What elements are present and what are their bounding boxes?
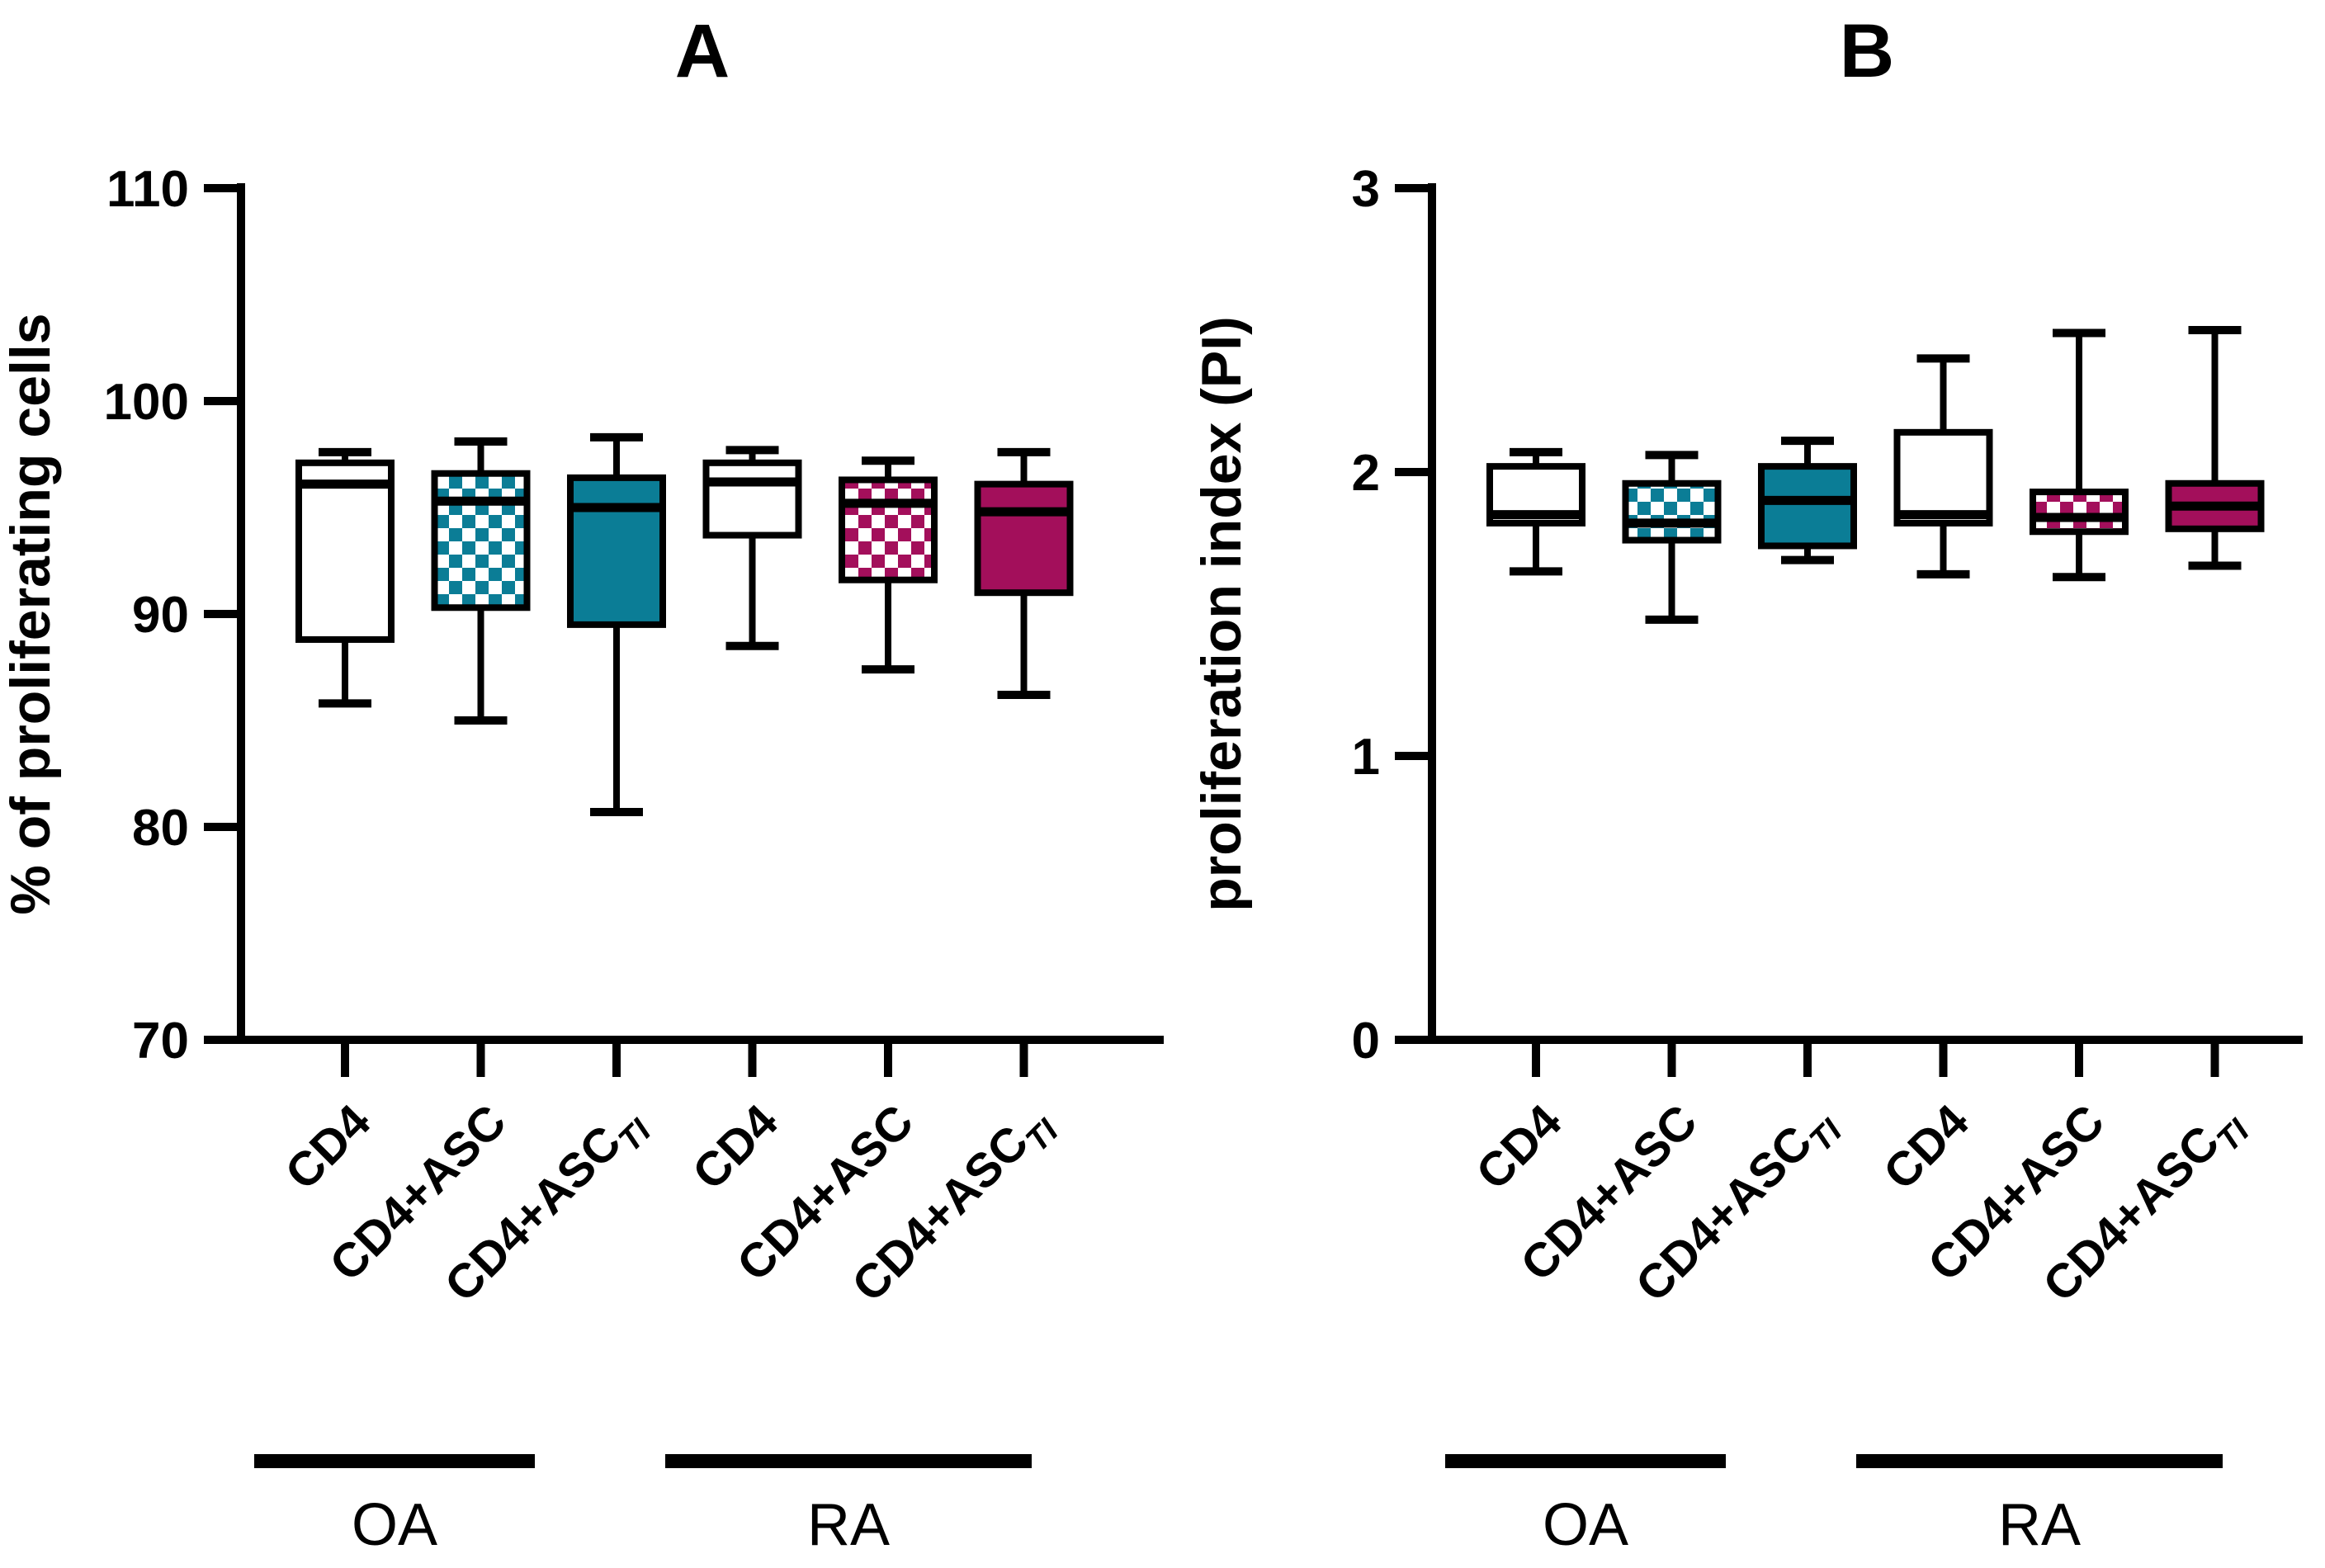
panel-A: 70 80 90 100 110 % of proliferating cells CD4 C… [0,161,1164,1558]
box [1758,463,1857,550]
y-tick-label: 3 [1352,161,1380,218]
group-label-oa: OA [1543,1492,1628,1558]
box-plot [974,447,1074,700]
category-label: CD4 [1466,1094,1571,1200]
panel-b-title: B [1839,9,1895,93]
category-label: CD4 [1874,1094,1979,1200]
group-label-oa: OA [352,1492,437,1558]
box-plot [567,432,666,816]
panel-a-title: A [674,9,730,93]
group-label-ra: RA [807,1492,890,1558]
group-bar-oa [254,1454,535,1468]
y-tick-label: 100 [104,374,189,431]
box [974,480,1074,597]
y-tick-label: 80 [132,800,189,857]
box [295,459,395,643]
y-tick-label: 110 [106,161,189,218]
group-bar-oa [1445,1454,1726,1468]
category-label-subscript: TI [2210,1112,2257,1159]
group-label-ra: RA [1998,1492,2081,1558]
box-plot [1758,437,1857,564]
box [839,476,938,583]
category-label-subscript: TI [1803,1112,1850,1159]
y-tick-label: 90 [132,587,189,644]
box-plot [2165,326,2265,570]
box [1893,428,1993,527]
y-tick-label: 2 [1352,445,1380,502]
box-plot [1486,447,1585,576]
box [1622,479,1722,544]
group-bar-ra [1856,1454,2223,1468]
y-tick-label: 70 [132,1013,189,1070]
box-plot [839,456,938,674]
category-label: CD4 [275,1094,380,1200]
y-axis-label: proliferation index (PI) [1190,316,1253,912]
y-axis-label: % of proliferating cells [0,313,62,914]
box [702,459,802,539]
y-tick-label: 0 [1352,1013,1380,1070]
box [431,470,531,612]
group-bar-ra [665,1454,1032,1468]
box [2030,489,2129,536]
box-plot [295,447,395,708]
category-label-subscript: TI [1019,1112,1066,1159]
category-label-subscript: TI [612,1112,659,1159]
box-plot [1893,354,1993,579]
box-plot [2030,328,2129,582]
box-plot [431,437,531,725]
box-plot [702,446,802,650]
category-label: CD4 [683,1094,788,1200]
box-plot [1622,451,1722,624]
box [567,474,666,628]
y-tick-label: 1 [1352,729,1380,786]
